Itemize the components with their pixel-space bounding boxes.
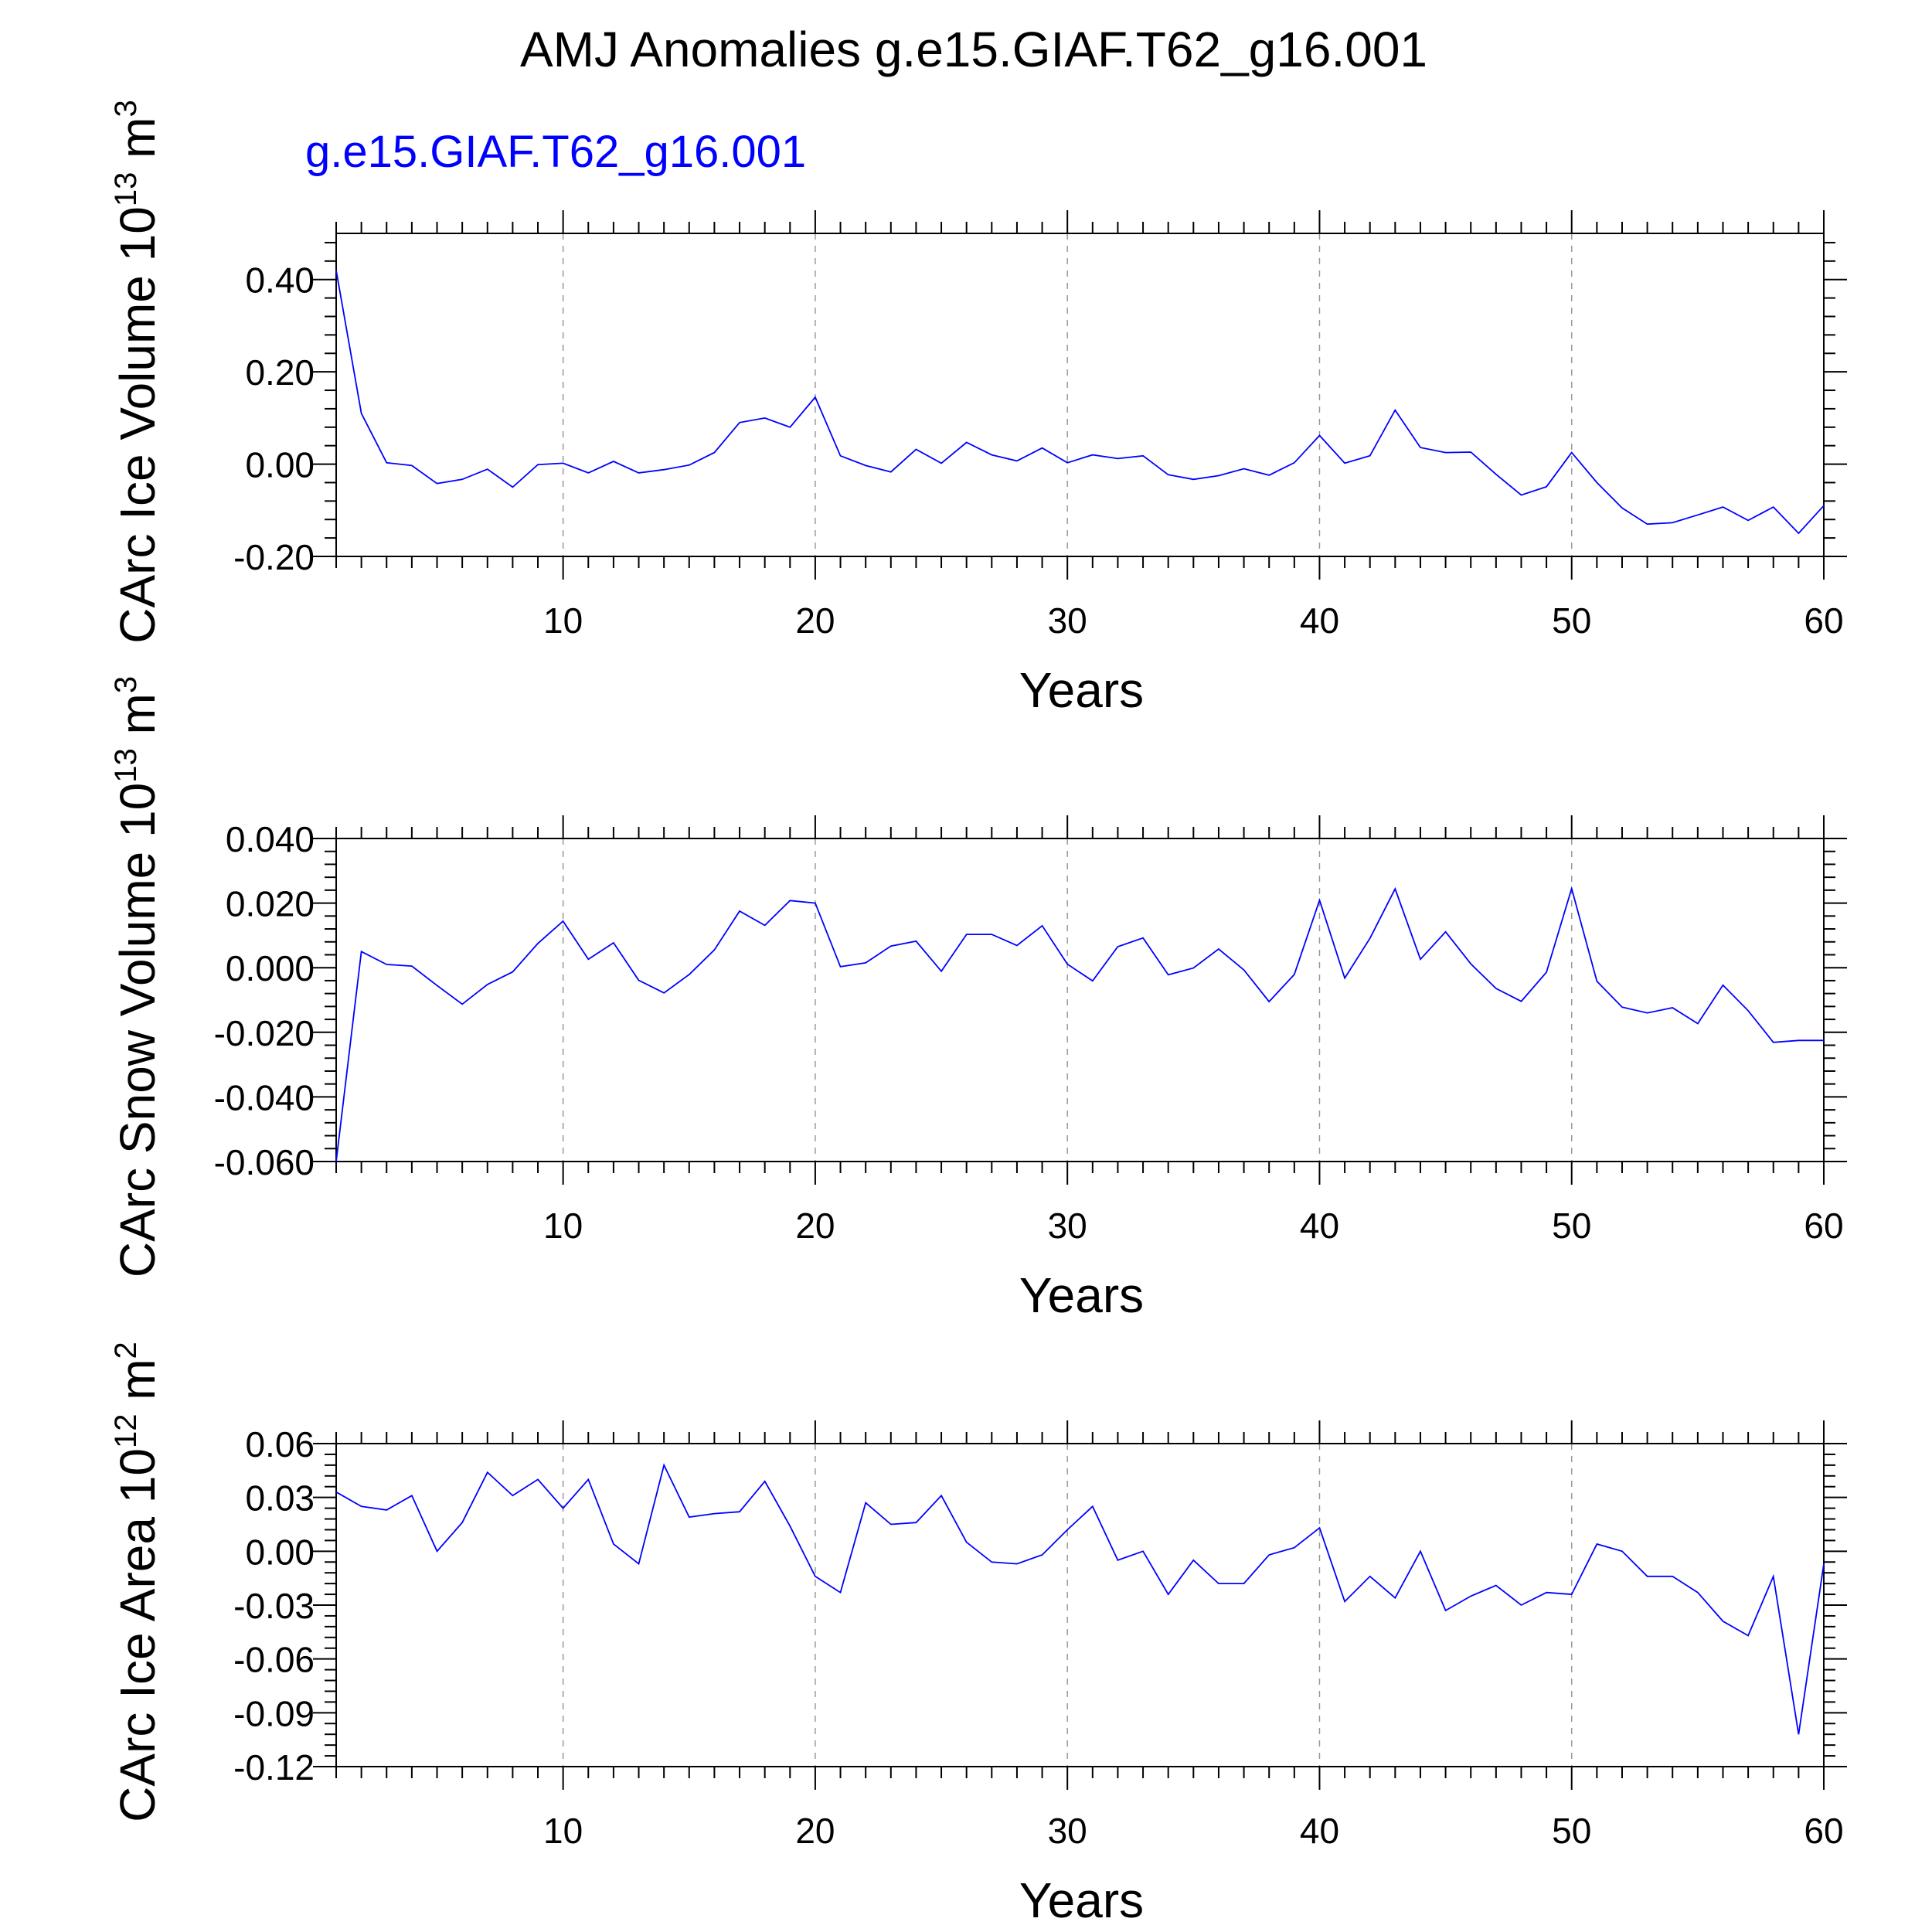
series-line-ice-volume [335,270,1825,535]
y-tick-label: -0.20 [233,537,315,577]
x-tick-label: 10 [543,1206,583,1246]
x-tick-label: 30 [1048,1811,1087,1851]
x-tick-label: 50 [1552,600,1591,641]
series-line-snow-volume [335,886,1824,1162]
panel-ice-area: -0.12 -0.09 -0.06 -0.03 0.00 0.03 0.06 10 20 30 40… [109,1342,1847,1928]
panel-snow-volume: -0.060 -0.040 -0.020 0.000 0.020 0.040 10 20 30 4… [109,676,1847,1323]
y-tick-label: -0.09 [233,1693,315,1733]
x-tick-label: 60 [1804,600,1843,641]
y-tick-label: 0.020 [226,884,315,924]
x-tick-label: 50 [1552,1811,1591,1851]
x-tick-label: 60 [1804,1206,1843,1246]
x-tick-label: 50 [1552,1206,1591,1246]
panel-ice-volume: -0.20 0.00 0.20 0.40 10 20 30 40 50 60 Years CArc I… [109,100,1847,718]
y-axis-label: CArc Snow Volume 1013 m3 [109,676,165,1277]
y-tick-label: -0.020 [214,1013,315,1053]
x-tick-label: 30 [1048,1206,1087,1246]
x-tick-label: 40 [1300,1811,1339,1851]
x-tick-label: 40 [1300,1206,1339,1246]
y-tick-label: 0.00 [245,1532,315,1572]
y-tick-label: -0.060 [214,1142,315,1182]
y-tick-label: -0.12 [233,1747,315,1787]
case-label: g.e15.GIAF.T62_g16.001 [305,127,806,177]
plot-frame [335,1443,1825,1767]
x-axis-label: Years [1019,1267,1144,1323]
y-tick-label: -0.040 [214,1077,315,1117]
x-tick-label: 20 [795,1206,835,1246]
y-axis-label: CArc Ice Area 1012 m2 [109,1342,165,1822]
y-tick-label: -0.03 [233,1586,315,1626]
y-tick-label: 0.03 [245,1478,315,1519]
y-tick-label: 0.040 [226,819,315,859]
y-tick-label: 0.20 [245,352,315,393]
x-tick-label: 20 [795,600,835,641]
y-axis-label: CArc Ice Volume 1013 m3 [109,100,165,643]
y-tick-label: 0.06 [245,1424,315,1464]
x-tick-label: 40 [1300,600,1339,641]
x-tick-label: 10 [543,1811,583,1851]
x-tick-label: 30 [1048,600,1087,641]
series-line-ice-area [335,1463,1825,1735]
y-tick-label: 0.40 [245,260,315,301]
y-tick-label: 0.000 [226,948,315,988]
y-tick-label: 0.00 [245,445,315,485]
plot-frame [335,838,1825,1162]
x-tick-label: 10 [543,600,583,641]
plot-frame [335,233,1825,557]
x-tick-label: 20 [795,1811,835,1851]
x-tick-label: 60 [1804,1811,1843,1851]
y-tick-label: -0.06 [233,1640,315,1680]
x-axis-label: Years [1019,662,1144,718]
x-axis-label: Years [1019,1872,1144,1928]
main-title: AMJ Anomalies g.e15.GIAF.T62_g16.001 [520,22,1427,77]
